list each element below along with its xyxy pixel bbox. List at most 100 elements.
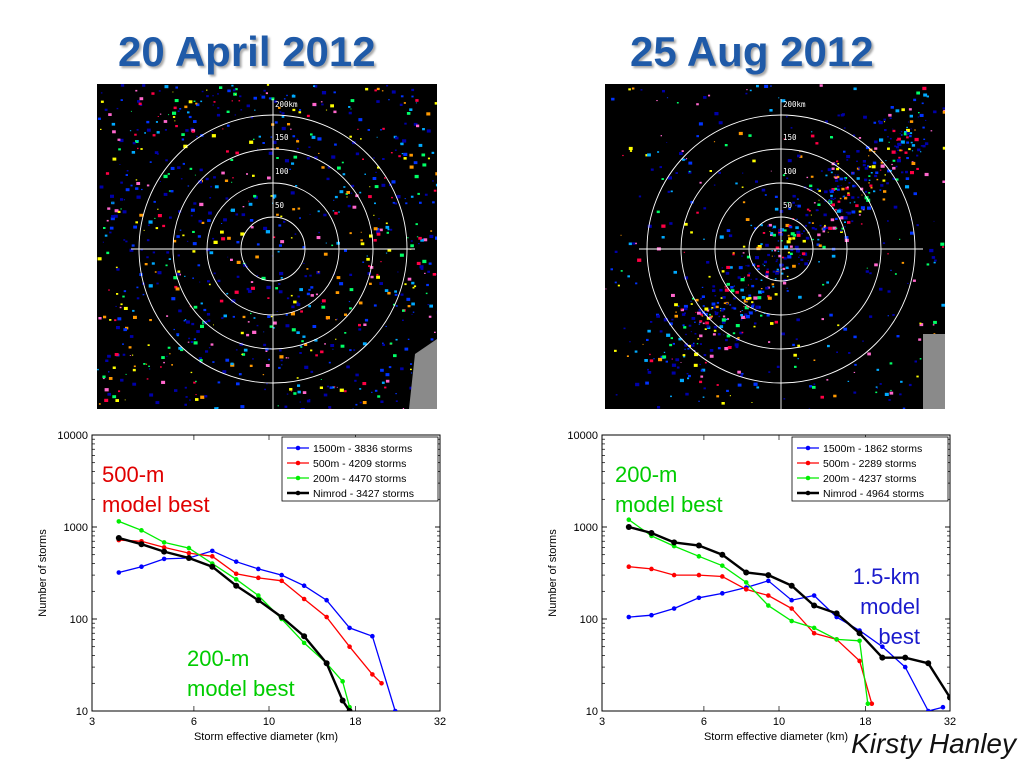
radar-echo bbox=[276, 147, 279, 150]
radar-echo bbox=[889, 391, 894, 395]
radar-echo bbox=[681, 308, 683, 310]
radar-echo bbox=[792, 237, 796, 240]
radar-echo bbox=[266, 84, 270, 86]
radar-echo bbox=[294, 233, 297, 235]
radar-echo bbox=[309, 213, 311, 215]
radar-echo bbox=[349, 273, 353, 276]
radar-echo bbox=[930, 130, 933, 132]
radar-echo bbox=[157, 214, 162, 218]
radar-echo bbox=[856, 177, 860, 180]
radar-echo bbox=[901, 108, 905, 112]
radar-echo bbox=[918, 338, 922, 341]
radar-echo bbox=[818, 189, 821, 192]
radar-echo bbox=[713, 329, 717, 332]
legend-marker bbox=[295, 490, 301, 496]
radar-echo bbox=[213, 101, 216, 103]
x-tick-label: 3 bbox=[89, 716, 95, 728]
radar-echo bbox=[742, 252, 745, 254]
radar-echo bbox=[310, 370, 314, 373]
radar-echo bbox=[157, 271, 162, 275]
radar-echo bbox=[145, 363, 148, 365]
radar-echo bbox=[267, 176, 271, 180]
radar-echo bbox=[795, 226, 799, 230]
radar-echo bbox=[147, 344, 150, 346]
radar-echo bbox=[920, 151, 922, 153]
radar-echo bbox=[156, 282, 159, 285]
data-point bbox=[256, 575, 261, 581]
radar-echo bbox=[426, 112, 431, 116]
radar-echo bbox=[781, 99, 786, 103]
radar-echo bbox=[933, 220, 935, 222]
radar-echo bbox=[176, 272, 180, 276]
radar-echo bbox=[302, 335, 306, 338]
radar-echo bbox=[878, 121, 883, 125]
radar-echo bbox=[819, 224, 822, 227]
radar-echo bbox=[198, 180, 203, 184]
radar-echo bbox=[160, 366, 162, 368]
radar-echo bbox=[785, 266, 789, 269]
radar-echo bbox=[675, 311, 677, 313]
radar-echo bbox=[752, 159, 756, 163]
radar-echo bbox=[263, 89, 266, 92]
radar-echo bbox=[656, 210, 660, 214]
radar-echo bbox=[167, 346, 171, 349]
radar-echo bbox=[647, 153, 651, 157]
y-tick-label: 10 bbox=[76, 706, 88, 718]
radar-echo bbox=[836, 160, 839, 163]
radar-echo bbox=[272, 194, 277, 198]
radar-echo bbox=[422, 163, 427, 167]
radar-echo bbox=[174, 285, 178, 289]
radar-echo bbox=[900, 380, 903, 383]
data-point bbox=[138, 541, 145, 548]
radar-echo bbox=[232, 89, 236, 92]
radar-echo bbox=[921, 102, 924, 105]
radar-echo bbox=[792, 201, 795, 204]
radar-echo bbox=[668, 176, 672, 180]
radar-echo bbox=[611, 97, 615, 101]
radar-echo bbox=[226, 150, 229, 153]
radar-echo bbox=[185, 129, 189, 132]
radar-echo bbox=[341, 161, 344, 164]
radar-echo bbox=[402, 319, 404, 321]
radar-echo bbox=[376, 100, 380, 103]
radar-echo bbox=[110, 216, 115, 221]
y-tick-label: 10 bbox=[586, 706, 598, 718]
radar-echo bbox=[864, 190, 868, 193]
radar-echo bbox=[798, 263, 800, 265]
radar-echo bbox=[124, 399, 126, 401]
radar-echo bbox=[253, 138, 255, 140]
radar-echo bbox=[833, 394, 837, 398]
radar-echo bbox=[748, 272, 751, 275]
radar-echo bbox=[762, 232, 766, 234]
radar-echo bbox=[812, 385, 816, 389]
radar-echo bbox=[123, 239, 126, 241]
radar-echo bbox=[199, 168, 203, 172]
radar-echo bbox=[340, 344, 345, 348]
radar-echo bbox=[279, 355, 284, 359]
radar-echo bbox=[395, 393, 397, 395]
radar-echo bbox=[364, 173, 366, 175]
radar-echo bbox=[741, 310, 743, 311]
radar-echo bbox=[806, 176, 809, 179]
radar-echo bbox=[888, 113, 892, 117]
radar-echo bbox=[899, 238, 901, 240]
data-point bbox=[696, 554, 702, 559]
radar-echo bbox=[766, 314, 770, 317]
radar-echo bbox=[300, 408, 305, 409]
radar-echo bbox=[825, 226, 829, 229]
radar-echo bbox=[792, 264, 796, 268]
radar-echo bbox=[740, 314, 743, 317]
annotation-line: model best bbox=[615, 492, 723, 517]
legend-entry: 1500m - 1862 storms bbox=[823, 443, 922, 455]
radar-echo bbox=[666, 97, 669, 99]
radar-echo bbox=[243, 348, 248, 352]
radar-echo bbox=[700, 375, 704, 378]
radar-echo bbox=[344, 390, 347, 393]
radar-echo bbox=[321, 103, 324, 106]
radar-echo bbox=[904, 151, 908, 154]
radar-echo bbox=[225, 197, 229, 200]
radar-echo bbox=[97, 368, 99, 371]
data-point bbox=[879, 654, 886, 661]
radar-echo bbox=[253, 194, 257, 198]
radar-echo bbox=[872, 161, 877, 165]
